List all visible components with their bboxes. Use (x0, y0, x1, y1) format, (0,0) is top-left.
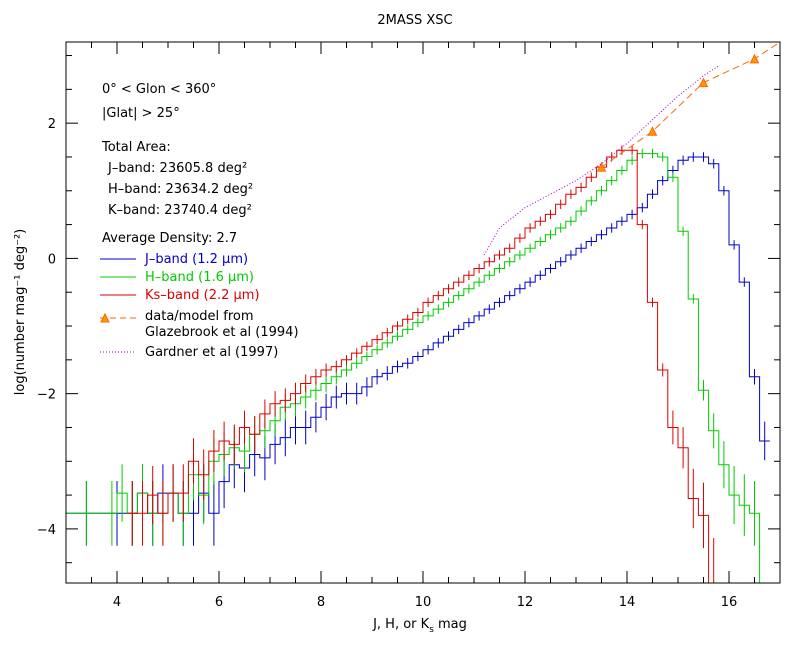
x-axis-label-main: J, H, or K (372, 617, 430, 632)
y-tick-label: −4 (37, 523, 56, 538)
legend-k-label: Ks–band (2.2 μm) (145, 288, 260, 303)
legend-gardner-label: Gardner et al (1997) (145, 345, 278, 360)
x-tick-label: 16 (721, 595, 738, 610)
y-tick-label: −2 (37, 388, 56, 403)
annotation-j-area: J–band: 23605.8 deg² (107, 161, 247, 176)
legend-h-label: H–band (1.6 μm) (145, 270, 254, 285)
annotation-glat: |Glat| > 25° (102, 106, 180, 121)
annotation-total-area: Total Area: (101, 140, 171, 155)
series-glazebrook-point (647, 126, 658, 136)
legend: J–band (1.2 μm) H–band (1.6 μm) Ks–band … (100, 252, 299, 360)
series-h-band-step (66, 153, 761, 583)
x-tick-label: 4 (113, 595, 121, 610)
series-glazebrook-point (596, 161, 607, 172)
x-tick-label: 6 (215, 595, 223, 610)
legend-glazebrook-marker (100, 312, 110, 323)
series-group (66, 42, 780, 583)
plot-area (66, 42, 780, 583)
series-ks-band-step (127, 149, 719, 583)
legend-j-label: J–band (1.2 μm) (144, 252, 248, 267)
series-glazebrook-point (749, 53, 760, 64)
annotation-glon: 0° < Glon < 360° (102, 82, 216, 97)
series-glazebrook-point (698, 77, 709, 88)
y-tick-label: 0 (48, 252, 56, 267)
legend-glazebrook-label-1: data/model from (145, 309, 254, 324)
legend-glazebrook-label-2: Glazebrook et al (1994) (145, 325, 299, 340)
series-gardner-line (483, 65, 720, 256)
y-tick-label: 2 (48, 117, 56, 132)
series-j-band-step (66, 156, 770, 514)
chart-title: 2MASS XSC (377, 13, 452, 28)
y-axis-label: log(number mag⁻¹ deg⁻²) (13, 229, 28, 396)
annotation-h-area: H–band: 23634.2 deg² (108, 182, 253, 197)
x-axis-label-tail: mag (434, 617, 467, 632)
annotation-avg-density: Average Density: 2.7 (102, 231, 237, 246)
annotation-k-area: K–band: 23740.4 deg² (108, 203, 252, 218)
x-tick-label: 10 (415, 595, 432, 610)
x-axis-label: J, H, or Ks mag (372, 617, 467, 635)
x-tick-label: 14 (619, 595, 636, 610)
x-axis-label-sub: s (429, 625, 434, 635)
axis-ticks: 4 6 8 10 12 14 16 −4 −2 0 2 (37, 42, 781, 610)
x-tick-label: 8 (317, 595, 325, 610)
x-tick-label: 12 (517, 595, 534, 610)
